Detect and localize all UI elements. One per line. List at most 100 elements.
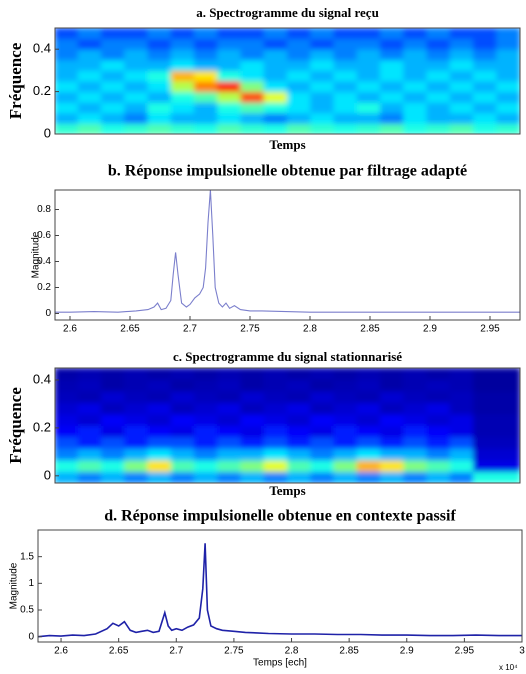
heatmap-cell [473,413,498,426]
heatmap-cell [170,91,195,103]
heatmap-cell [101,91,126,103]
heatmap-cell [77,59,102,71]
heatmap-cell [101,390,126,403]
heatmap-cell [356,48,381,61]
heatmap-cell [217,101,242,114]
heatmap-cell [333,368,358,380]
heatmap-cell [263,413,288,426]
heatmap-cell [356,402,381,415]
heatmap-cell [287,80,312,93]
heatmap-cell [403,368,428,380]
heatmap-cell [449,459,474,472]
heatmap-cell [310,91,335,103]
heatmap-cell [147,69,172,82]
heatmap-cell [333,59,358,71]
x-tick-label: 2.8 [303,324,317,335]
heatmap-cell [55,379,79,392]
heatmap-cell [77,459,102,472]
heatmap-cell [55,38,79,50]
y-tick-label: 0.2 [33,83,51,98]
heatmap-cell [287,112,312,124]
x-multiplier: x 10⁴ [499,663,518,672]
heatmap-cell [496,69,520,82]
heatmap-cell [124,471,149,483]
heatmap-cell [194,413,219,426]
heatmap-cell [263,390,288,403]
heatmap-cell [194,471,219,483]
heatmap-cell [194,101,219,114]
heatmap-cell [124,413,149,426]
heatmap-cell [55,112,79,124]
heatmap-cell [147,122,172,134]
heatmap-cell [473,112,498,124]
heatmap-cell [310,413,335,426]
x-tick-label: 2.75 [224,646,244,657]
heatmap-cell [426,69,451,82]
heatmap-cell [240,69,265,82]
panel: a. Spectrogramme du signal reçu Fréquence… [6,5,521,152]
heatmap-cell [240,80,265,93]
heatmap-cell [449,112,474,124]
heatmap-cell [170,28,195,40]
heatmap-cell [124,368,149,380]
heatmap-cell [170,101,195,114]
heatmap-cell [403,402,428,415]
heatmap-cell [77,38,102,50]
heatmap-cell [217,69,242,82]
heatmap-cell [194,69,219,82]
heatmap-cell [380,425,405,438]
heatmap-cell [124,448,149,461]
heatmap-cell [473,436,498,449]
heatmap-cell [426,448,451,461]
heatmap-cell [496,368,520,380]
heatmap-cell [310,459,335,472]
heatmap-cell [55,425,79,438]
y-tick-label: 1.5 [20,551,34,562]
heatmap-cell [287,390,312,403]
heatmap-cell [124,425,149,438]
heatmap-cell [473,91,498,103]
x-tick-label: 2.65 [120,324,140,335]
heatmap-cell [77,413,102,426]
heatmap-cell [380,436,405,449]
heatmap-cell [496,471,520,483]
heatmap-cell [403,101,428,114]
heatmap-cell [496,80,520,93]
y-tick-label: 0.4 [33,371,51,386]
heatmap-cell [101,436,126,449]
heatmap-cell [356,413,381,426]
heatmap-cell [147,59,172,71]
heatmap-cell [170,436,195,449]
heatmap-cell [101,402,126,415]
heatmap-cell [101,112,126,124]
heatmap-cell [240,471,265,483]
heatmap-cell [194,91,219,103]
heatmap-cell [217,28,242,40]
heatmap-cell [310,48,335,61]
heatmap-cell [217,471,242,483]
heatmap-cell [496,112,520,124]
heatmap-cell [380,448,405,461]
heatmap-cell [217,390,242,403]
heatmap-cell [217,112,242,124]
heatmap-cell [217,379,242,392]
heatmap-cell [101,69,126,82]
panel: c. Spectrogramme du signal stationnarisé… [6,349,521,498]
heatmap-cell [217,436,242,449]
heatmap-cell [287,459,312,472]
heatmap-cell [287,379,312,392]
y-axis-label: Magnitude [9,562,20,609]
heatmap-cell [333,80,358,93]
heatmap-cell [263,59,288,71]
heatmap-cell [170,471,195,483]
heatmap-cell [124,38,149,50]
heatmap-cell [170,48,195,61]
heatmap-cell [147,101,172,114]
heatmap-cell [496,28,520,40]
heatmap-cell [473,459,498,472]
heatmap-cell [170,38,195,50]
heatmap-cell [496,459,520,472]
heatmap-cell [380,101,405,114]
x-tick-label: 2.7 [169,646,183,657]
